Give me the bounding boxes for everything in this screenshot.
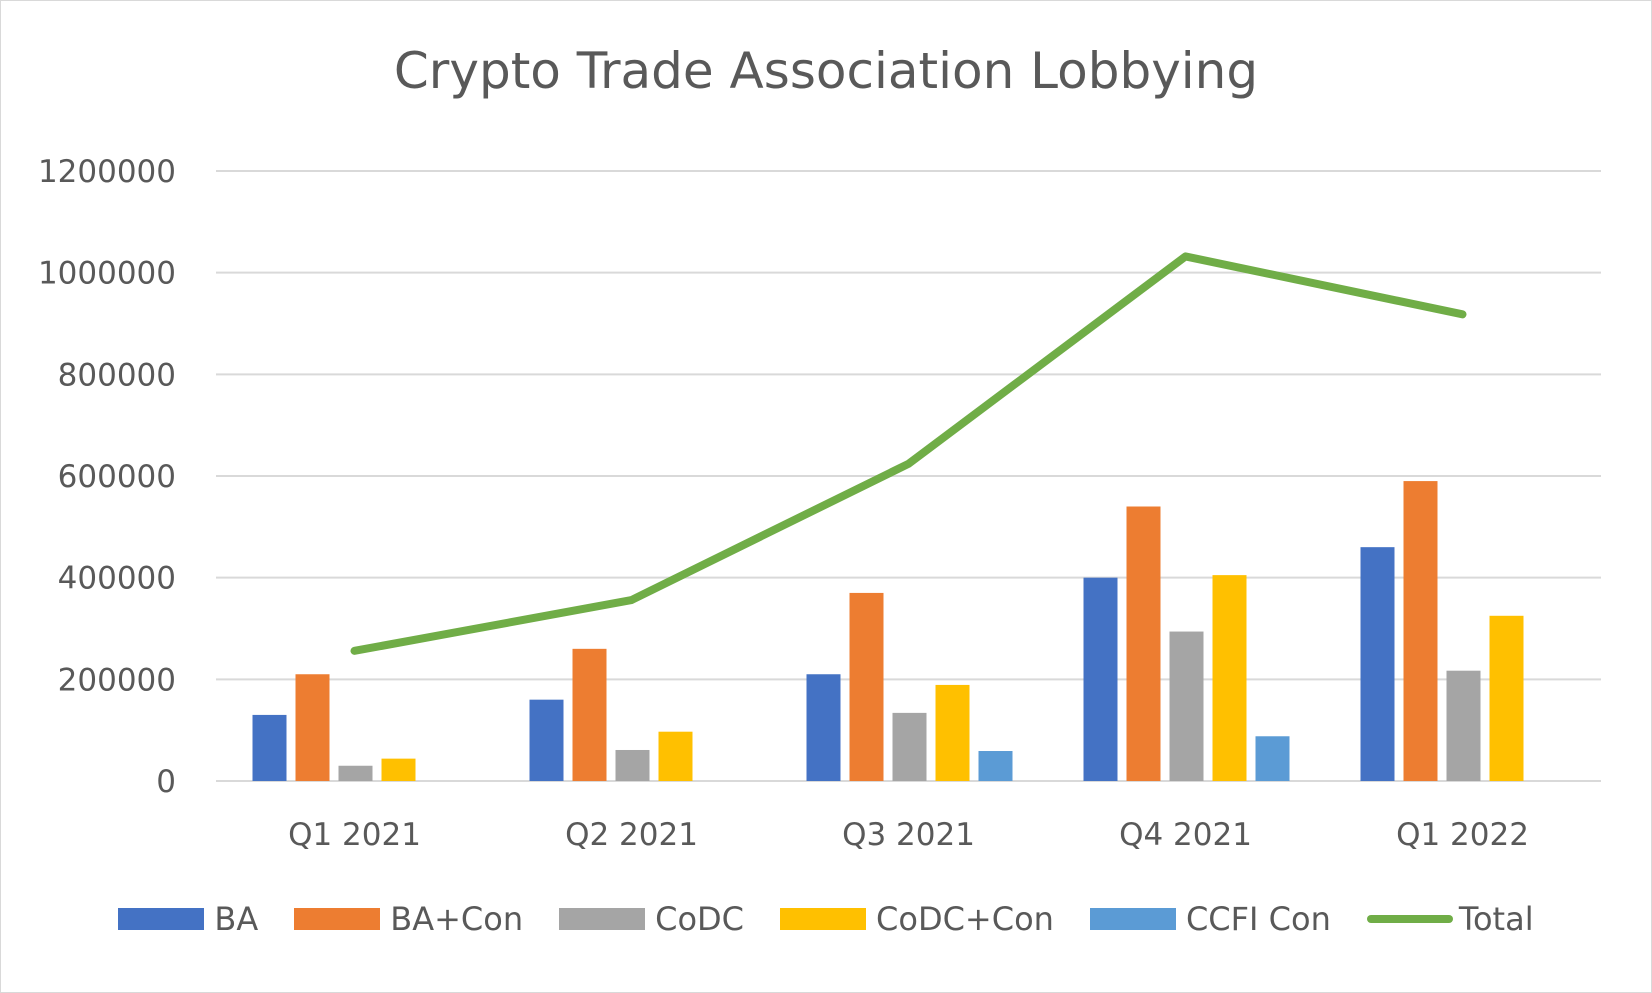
x-tick-label: Q1 2022 [1396,817,1529,853]
bar-codc-con-q1-2022 [1489,615,1524,781]
legend-swatch [1366,915,1453,923]
total-line [350,252,1467,655]
line-total [350,252,1467,655]
bar-codc-q3-2021 [892,712,927,781]
legend-label: Total [1458,900,1534,938]
x-tick-label: Q1 2021 [288,817,421,853]
bar-ba-con-q3-2021 [849,592,884,781]
bar-ba-q1-2021 [252,714,287,781]
legend-item-ccfi-con: CCFI Con [1089,900,1331,938]
x-axis-ticks: Q1 2021 Q2 2021 Q3 2021 Q4 2021 Q1 2022 [288,817,1529,853]
legend-label: BA+Con [390,900,524,938]
legend-swatch [559,908,646,930]
bar-codc-con-q2-2021 [658,731,693,781]
bar-ba-q3-2021 [806,674,841,781]
bar-codc-q1-2021 [338,765,373,781]
y-tick-label: 0 [156,764,176,800]
legend-item-codc-con: CoDC+Con [780,900,1054,938]
y-tick-label: 600000 [58,459,176,495]
bar-ccfi-con-q3-2021 [978,751,1013,781]
bar-ba-q4-2021 [1083,577,1118,781]
legend-swatch [780,908,867,930]
bar-codc-q2-2021 [615,749,650,781]
bar-codc-con-q4-2021 [1212,575,1247,781]
bar-codc-con-q3-2021 [935,684,970,781]
legend-swatch [294,908,381,930]
bar-ba-q1-2022 [1360,547,1395,781]
chart-title: Crypto Trade Association Lobbying [393,42,1259,100]
legend-label: CoDC+Con [876,900,1054,938]
y-tick-label: 400000 [58,561,176,597]
y-tick-label: 800000 [58,357,176,393]
legend-label: CoDC [655,900,745,938]
legend-label: BA [214,900,259,938]
x-tick-label: Q2 2021 [565,817,698,853]
bar-ba-con-q2-2021 [572,648,607,781]
legend-item-total: Total [1366,900,1534,938]
y-tick-label: 200000 [58,662,176,698]
legend-item-codc: CoDC [559,900,744,938]
bar-ba-con-q1-2021 [295,674,330,781]
bar-codc-q1-2022 [1446,670,1481,781]
y-tick-label: 1000000 [38,256,176,292]
bar-ba-con-q4-2021 [1126,506,1161,781]
legend-item-ba: BA [118,900,258,938]
legend-swatch [118,908,205,930]
bar-ba-con-q1-2022 [1403,481,1438,781]
bar-codc-q4-2021 [1169,631,1204,781]
legend-item-ba-con: BA+Con [294,900,523,938]
bar-ccfi-con-q4-2021 [1255,736,1290,781]
legend: BA BA+Con CoDC CoDC+Con CCFI Con Total [0,900,1652,938]
x-tick-label: Q3 2021 [842,817,975,853]
bar-codc-con-q1-2021 [381,758,416,781]
legend-label: CCFI Con [1185,900,1331,938]
bars [252,481,1524,781]
bar-ba-q2-2021 [529,699,564,781]
y-axis-ticks: 0 200000 400000 600000 800000 1000000 1200000 [38,154,176,800]
legend-swatch [1089,908,1176,930]
y-tick-label: 1200000 [38,154,176,190]
x-tick-label: Q4 2021 [1119,817,1252,853]
